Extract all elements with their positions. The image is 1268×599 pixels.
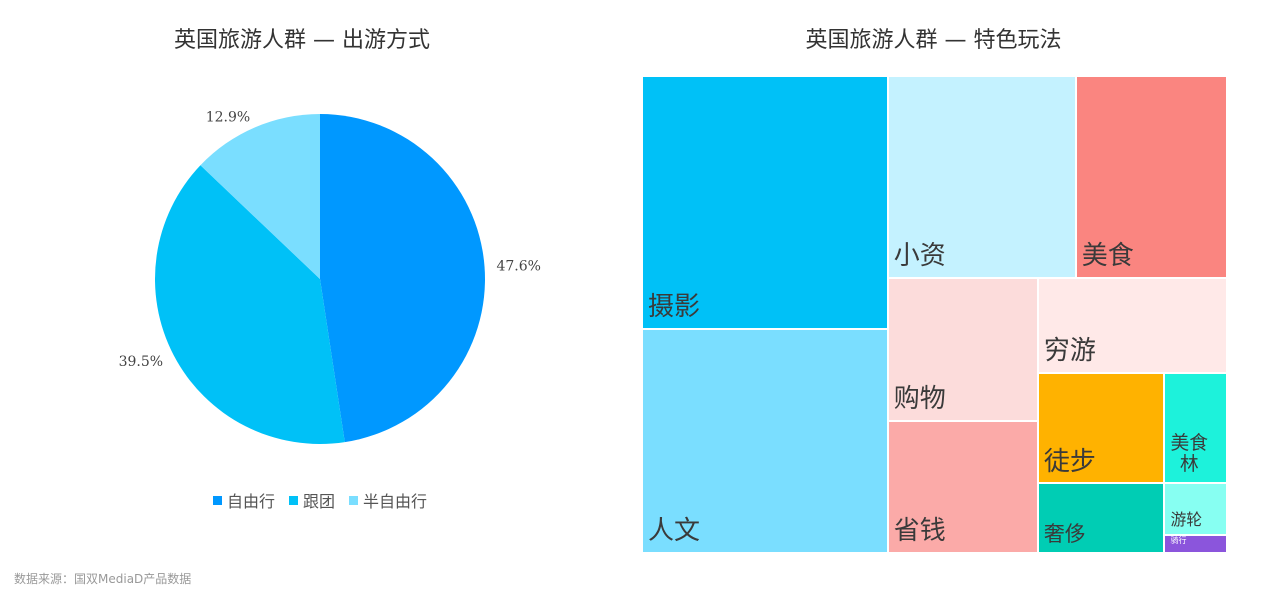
legend-swatch bbox=[288, 495, 298, 505]
pie-chart-title: 英国旅游人群 — 出游方式 bbox=[174, 28, 430, 53]
pie-legend: 自由行 跟团 半自由行 bbox=[0, 488, 640, 512]
treemap-cell-budget[interactable]: 省钱 bbox=[887, 420, 1038, 553]
data-source-note: 数据来源：国双MediaD产品数据 bbox=[14, 572, 192, 586]
treemap-cell-food[interactable]: 美食 bbox=[1075, 76, 1227, 278]
pie-chart: 47.6% 39.5% 12.9% bbox=[119, 109, 541, 445]
legend-label: 自由行 bbox=[226, 492, 275, 511]
treemap-cell-label: 美食 bbox=[1081, 241, 1134, 272]
legend-item-semi-self-guided[interactable]: 半自由行 bbox=[349, 488, 427, 512]
pie-value-label: 47.6% bbox=[496, 259, 540, 275]
treemap-cell-label: 穷游 bbox=[1043, 335, 1096, 366]
treemap-cell-label: 摄影 bbox=[648, 292, 701, 323]
treemap-cell-photography[interactable]: 摄影 bbox=[642, 76, 888, 330]
treemap-cell-backpacking[interactable]: 穷游 bbox=[1037, 277, 1227, 373]
treemap-cell-cruise[interactable]: 游轮 bbox=[1164, 482, 1227, 536]
legend-label: 半自由行 bbox=[363, 492, 428, 511]
treemap-cell-label: 徒步 bbox=[1043, 446, 1096, 477]
pie-slice-group-tour[interactable] bbox=[155, 165, 345, 445]
treemap-cell-food-lin[interactable]: 美食 林 bbox=[1164, 372, 1227, 483]
pie-slice-semi-self-guided[interactable] bbox=[200, 114, 320, 279]
pie-value-label: 12.9% bbox=[206, 109, 250, 125]
treemap-cell-luxury[interactable]: 奢侈 bbox=[1037, 483, 1165, 553]
treemap-title: 英国旅游人群 — 特色玩法 bbox=[805, 28, 1062, 53]
treemap-cell-label: 骑行 bbox=[1170, 536, 1187, 546]
treemap: 摄影人文 小资 美食购物省钱 穷游徒步奢侈 美食 林游轮骑行 bbox=[642, 76, 1227, 553]
pie-value-label: 39.5% bbox=[119, 354, 163, 370]
legend-swatch bbox=[212, 495, 222, 505]
treemap-cell-label: 美食 林 bbox=[1170, 433, 1208, 475]
treemap-cell-label: 省钱 bbox=[893, 516, 946, 547]
legend-label: 跟团 bbox=[302, 492, 335, 511]
treemap-cell-label: 游轮 bbox=[1170, 509, 1203, 529]
treemap-cell-hiking[interactable]: 徒步 bbox=[1037, 372, 1165, 484]
treemap-cell-label: 购物 bbox=[893, 384, 946, 415]
treemap-cell-cycling[interactable]: 骑行 bbox=[1164, 535, 1227, 553]
legend-item-group-tour[interactable]: 跟团 bbox=[288, 488, 335, 512]
treemap-cell-culture[interactable]: 人文 bbox=[642, 329, 888, 553]
treemap-cell-shopping[interactable]: 购物 bbox=[887, 277, 1038, 421]
treemap-cell-petit-bourgeois[interactable]: 小资 bbox=[887, 76, 1076, 278]
treemap-cell-label: 人文 bbox=[648, 516, 701, 547]
treemap-cell-label: 小资 bbox=[893, 241, 946, 272]
legend-item-self-guided[interactable]: 自由行 bbox=[212, 488, 275, 512]
treemap-cell-label: 奢侈 bbox=[1043, 522, 1086, 547]
legend-swatch bbox=[349, 495, 358, 505]
pie-slice-self-guided[interactable] bbox=[320, 114, 485, 443]
